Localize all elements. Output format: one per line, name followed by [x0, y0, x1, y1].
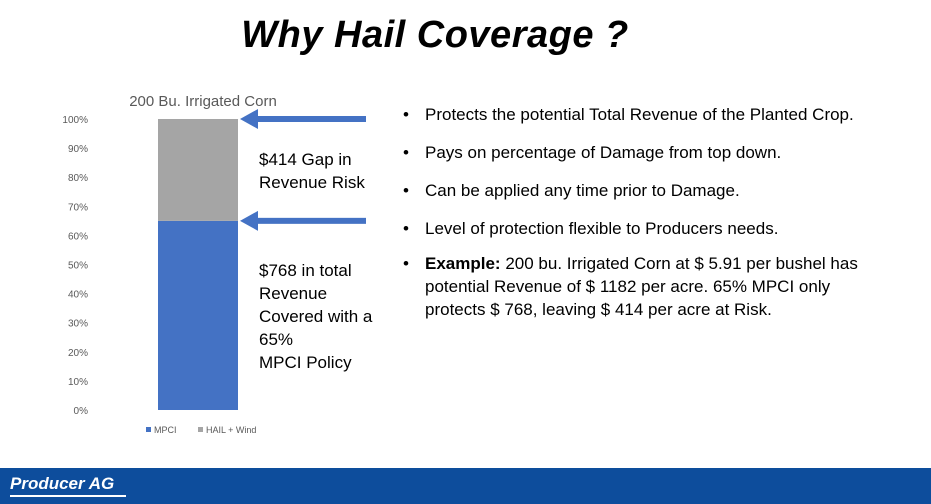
annotation-arrows: [240, 109, 366, 231]
bullet-item-example: Example: 200 bu. Irrigated Corn at $ 5.9…: [403, 252, 873, 321]
gap-annotation: $414 Gap in Revenue Risk: [259, 148, 365, 194]
footer-bar: Producer AG: [0, 468, 931, 504]
slide-title: Why Hail Coverage ?: [241, 14, 629, 56]
bar-segments: [158, 119, 238, 410]
y-tick-label: 50%: [68, 261, 88, 272]
bar-segment: [158, 119, 238, 221]
covered-annotation-line: Covered with a: [259, 307, 373, 326]
stacked-bar-chart: 200 Bu. Irrigated Corn 0% 10% 20% 30% 40% 50%…: [62, 93, 366, 435]
bullet-item: Pays on percentage of Damage from top do…: [403, 134, 873, 172]
covered-annotation-line: MPCI Policy: [259, 353, 352, 372]
chart-legend: MPCI HAIL + Wind: [146, 425, 256, 435]
legend-swatch: [198, 427, 203, 432]
logo-underline: [10, 495, 126, 497]
gap-annotation-line: Revenue Risk: [259, 173, 365, 192]
bullet-item: Protects the potential Total Revenue of …: [403, 96, 873, 134]
y-tick-label: 20%: [68, 348, 88, 359]
bullet-item: Level of protection flexible to Producer…: [403, 210, 873, 248]
covered-annotation-line: Revenue: [259, 284, 328, 303]
gap-annotation-line: $414 Gap in: [259, 150, 352, 169]
chart-title: 200 Bu. Irrigated Corn: [129, 93, 277, 110]
y-tick-label: 70%: [68, 202, 88, 213]
covered-annotation-line: 65%: [259, 330, 294, 349]
y-tick-label: 10%: [68, 377, 88, 388]
y-tick-label: 90%: [68, 144, 88, 155]
producer-ag-logo: Producer AG: [10, 474, 115, 493]
arrow-shaft: [254, 217, 366, 224]
legend-label: MPCI: [154, 425, 177, 435]
arrow-shaft: [254, 116, 366, 122]
bullet-item: Can be applied any time prior to Damage.: [403, 172, 873, 210]
legend-swatch: [146, 427, 151, 432]
arrow: [240, 210, 366, 231]
y-tick-label: 100%: [62, 115, 88, 126]
arrow: [240, 109, 366, 129]
bullet-list: Protects the potential Total Revenue of …: [403, 96, 873, 321]
y-tick-label: 30%: [68, 319, 88, 330]
legend-label: HAIL + Wind: [206, 425, 256, 435]
example-text: 200 bu. Irrigated Corn at $ 5.91 per bus…: [425, 254, 858, 319]
arrow-head: [240, 210, 258, 231]
covered-annotation-line: $768 in total: [259, 261, 352, 280]
covered-annotation: $768 in total Revenue Covered with a 65%…: [259, 259, 372, 374]
y-tick-label: 40%: [68, 290, 88, 301]
arrow-head: [240, 109, 258, 129]
y-tick-label: 0%: [74, 406, 89, 417]
y-tick-label: 60%: [68, 231, 88, 242]
y-axis: 0% 10% 20% 30% 40% 50% 60% 70% 80% 90% 100%: [62, 115, 88, 417]
y-tick-label: 80%: [68, 173, 88, 184]
bar-segment: [158, 220, 238, 410]
example-label: Example:: [425, 254, 501, 273]
